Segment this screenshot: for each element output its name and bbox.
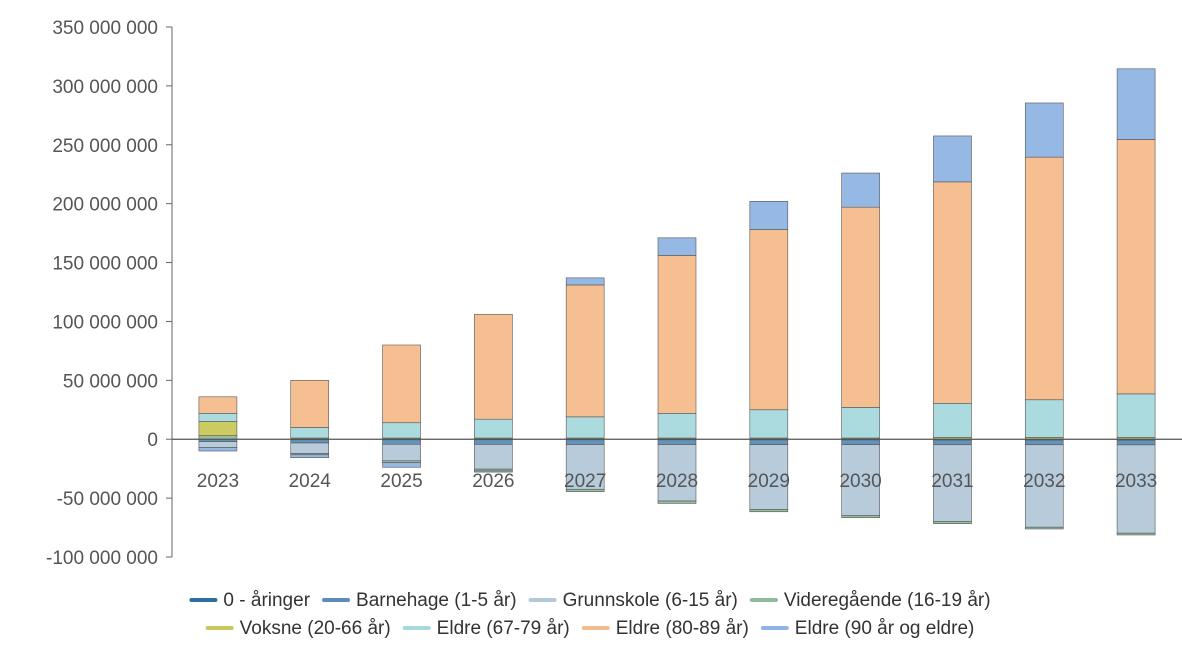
y-axis: -100 000 000 -50 000 000 0 50 000 000 100 00… <box>46 18 173 569</box>
bar-segment <box>933 444 972 522</box>
bar-segment <box>933 135 972 183</box>
bar-segment <box>657 500 697 504</box>
x-tick-label: 2026 <box>472 471 514 492</box>
x-axis-labels: 2023 2024 2025 2026 2027 2028 2029 2030 2031 2032… <box>197 471 1157 492</box>
bar-segment <box>382 344 421 424</box>
bar-segment <box>1116 439 1156 446</box>
bar-segment <box>474 444 513 470</box>
bar-segment <box>841 439 880 445</box>
bar-segment <box>841 515 880 518</box>
bar-segment <box>382 462 421 468</box>
x-tick-label: 2025 <box>380 471 422 492</box>
x-tick-label: 2030 <box>839 471 881 492</box>
bar-segment <box>749 201 789 230</box>
x-tick-label: 2023 <box>197 471 239 492</box>
bar-segment <box>933 181 972 404</box>
bar-segment <box>565 439 605 445</box>
bar-segment <box>841 206 880 408</box>
x-tick-label: 2028 <box>656 471 698 492</box>
x-tick-label: 2027 <box>564 471 606 492</box>
bar-segment <box>290 439 330 444</box>
bar-segment <box>198 421 238 436</box>
bar-segment <box>474 439 513 445</box>
bars <box>198 68 1156 536</box>
bar-segment <box>1024 439 1064 446</box>
y-tick-label: 200 000 000 <box>52 195 158 216</box>
bar-segment <box>382 443 421 462</box>
y-tick-label: -100 000 000 <box>46 548 158 569</box>
bar-segment <box>474 314 513 420</box>
bar-segment <box>841 407 880 439</box>
x-tick-label: 2032 <box>1023 471 1065 492</box>
legend-label: Grunnskole (6-15 år) <box>563 590 738 611</box>
y-tick-label: 0 <box>147 430 158 451</box>
bar-segment <box>1116 444 1156 534</box>
bar-segment <box>749 444 789 510</box>
bar-segment <box>657 255 697 414</box>
bar-segment <box>565 277 605 286</box>
bar-segment <box>1116 532 1156 536</box>
bar-segment <box>657 413 697 439</box>
bar-segment <box>382 422 421 439</box>
legend: 0 - åringer Barnehage (1-5 år) Grunnskole … <box>189 590 991 639</box>
bar-segment <box>565 416 605 439</box>
x-tick-label: 2033 <box>1115 471 1157 492</box>
y-tick-label: 150 000 000 <box>52 254 158 275</box>
legend-label: Eldre (90 år og eldre) <box>795 618 975 639</box>
bar-segment <box>1024 156 1064 401</box>
bar-segment <box>474 418 513 439</box>
bar-segment <box>657 237 697 256</box>
bar-segment <box>198 413 238 422</box>
y-tick-label: 300 000 000 <box>52 77 158 98</box>
y-tick-label: 50 000 000 <box>63 371 158 392</box>
bar-segment <box>749 439 789 445</box>
bar-segment <box>1024 102 1064 158</box>
bar-segment <box>1116 68 1156 140</box>
bar-segment <box>933 439 972 446</box>
bar-segment <box>841 172 880 208</box>
bar-segment <box>290 454 330 459</box>
y-tick-label: 350 000 000 <box>52 18 158 39</box>
legend-label: Voksne (20-66 år) <box>240 618 391 639</box>
bar-segment <box>290 442 330 454</box>
legend-label: Barnehage (1-5 år) <box>356 590 517 611</box>
bar-segment <box>933 521 972 524</box>
bar-segment <box>657 444 697 502</box>
y-tick-label: 250 000 000 <box>52 136 158 157</box>
bar-segment <box>1116 393 1156 438</box>
bar-segment <box>290 427 330 439</box>
legend-label: Eldre (67-79 år) <box>437 618 570 639</box>
bar-segment <box>474 470 513 473</box>
y-tick-label: 100 000 000 <box>52 312 158 333</box>
bar-segment <box>565 444 605 490</box>
bar-segment <box>198 396 238 414</box>
bar-segment <box>841 444 880 516</box>
legend-label: 0 - åringer <box>223 590 310 611</box>
bar-segment <box>1024 399 1064 438</box>
bar-segment <box>1024 526 1064 530</box>
bar-segment <box>657 439 697 445</box>
bar-segment <box>382 439 421 445</box>
x-tick-label: 2029 <box>748 471 790 492</box>
bar-segment <box>290 380 330 428</box>
x-tick-label: 2024 <box>289 471 332 492</box>
bar-segment <box>749 229 789 411</box>
x-tick-label: 2031 <box>931 471 973 492</box>
bar-segment <box>198 447 238 452</box>
bar-segment <box>565 284 605 418</box>
legend-label: Videregående (16-19 år) <box>784 590 991 611</box>
bar-segment <box>749 509 789 513</box>
bar-segment <box>749 409 789 439</box>
bar-segment <box>565 488 605 492</box>
legend-label: Eldre (80-89 år) <box>616 618 749 639</box>
bar-segment <box>1116 139 1156 395</box>
y-tick-label: -50 000 000 <box>57 489 158 510</box>
bar-segment <box>933 402 972 438</box>
bar-segment <box>198 441 238 448</box>
